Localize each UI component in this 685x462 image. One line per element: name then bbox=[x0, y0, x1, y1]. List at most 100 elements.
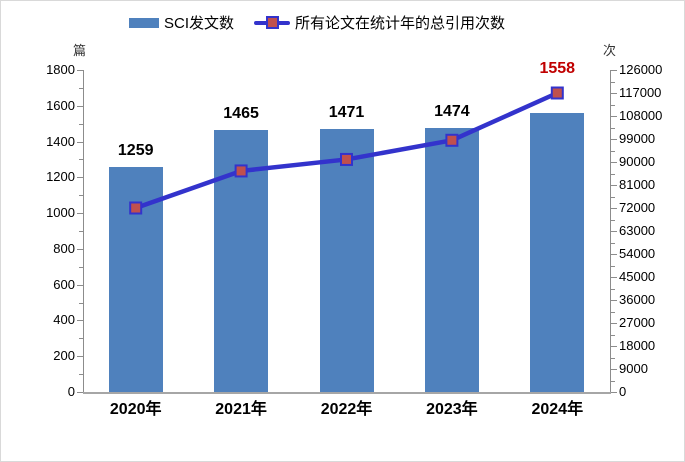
chart-legend: SCI发文数 所有论文在统计年的总引用次数 bbox=[129, 12, 505, 33]
left-axis-tick-label: 600 bbox=[53, 276, 75, 292]
legend-item-sci-publications: SCI发文数 bbox=[129, 12, 234, 33]
bar-data-label: 1259 bbox=[117, 141, 154, 159]
right-axis-tick bbox=[611, 300, 617, 301]
right-axis-tick bbox=[611, 254, 617, 255]
left-axis-tick bbox=[77, 284, 83, 286]
right-axis-tick bbox=[611, 173, 615, 175]
x-axis-category-label: 2024年 bbox=[531, 401, 584, 418]
left-axis-tick-label: 800 bbox=[53, 240, 75, 256]
left-axis-tick bbox=[79, 159, 83, 161]
right-axis-tick bbox=[611, 265, 615, 267]
right-axis-tick bbox=[611, 346, 617, 347]
legend-label: 所有论文在统计年的总引用次数 bbox=[295, 15, 506, 32]
right-axis-tick bbox=[611, 127, 615, 129]
right-axis-tick bbox=[611, 150, 615, 152]
left-axis-tick bbox=[79, 195, 83, 197]
bar-data-label: 1465 bbox=[223, 104, 259, 122]
right-axis-tick bbox=[611, 196, 615, 198]
right-axis-tick bbox=[611, 116, 617, 117]
right-axis-unit-label: 次 bbox=[603, 43, 617, 58]
left-axis-tick-label: 1600 bbox=[46, 97, 75, 113]
legend-label: SCI发文数 bbox=[164, 15, 235, 32]
left-axis-tick bbox=[77, 248, 83, 250]
bar-sci-publications bbox=[424, 128, 479, 392]
right-axis-tick-label: 117000 bbox=[619, 85, 662, 100]
left-axis-tick bbox=[77, 392, 83, 393]
right-axis-tick bbox=[611, 104, 615, 106]
left-axis-line bbox=[83, 70, 84, 392]
bar-sci-publications bbox=[108, 166, 163, 392]
left-axis-tick bbox=[79, 374, 83, 376]
right-axis-tick-label: 0 bbox=[619, 384, 627, 399]
line-marker-swatch-icon bbox=[254, 16, 291, 29]
bar-sci-publications bbox=[319, 128, 374, 392]
right-axis-tick bbox=[611, 208, 617, 209]
bar-sci-publications bbox=[214, 129, 269, 392]
citations-marker bbox=[550, 86, 564, 100]
left-axis-tick bbox=[77, 105, 83, 107]
bar-data-label: 1474 bbox=[434, 103, 470, 121]
right-axis-tick bbox=[611, 93, 617, 94]
x-axis-category-label: 2020年 bbox=[109, 401, 162, 418]
right-axis-tick bbox=[611, 323, 617, 324]
left-axis-tick-label: 400 bbox=[53, 312, 75, 328]
left-axis-tick bbox=[77, 356, 83, 358]
left-axis-unit-label: 篇 bbox=[73, 43, 87, 58]
left-axis-tick bbox=[77, 70, 83, 71]
left-axis-tick bbox=[79, 302, 83, 304]
right-axis-tick-label: 72000 bbox=[619, 200, 656, 215]
x-axis-category-label: 2023年 bbox=[426, 401, 478, 418]
left-axis-tick-label: 1400 bbox=[46, 133, 75, 149]
right-axis-tick bbox=[611, 288, 615, 290]
left-axis-tick-label: 0 bbox=[67, 384, 75, 399]
right-axis-tick bbox=[611, 242, 615, 244]
right-axis-tick bbox=[611, 392, 617, 393]
right-axis-tick bbox=[611, 357, 615, 359]
right-axis-tick bbox=[611, 81, 615, 83]
right-axis-tick bbox=[611, 219, 615, 221]
right-axis-tick-label: 108000 bbox=[619, 108, 663, 123]
right-axis-tick bbox=[611, 70, 617, 71]
right-axis-tick bbox=[611, 334, 615, 336]
left-axis-tick bbox=[79, 231, 83, 232]
left-axis-tick bbox=[79, 87, 83, 89]
right-axis-tick-label: 81000 bbox=[619, 177, 656, 192]
left-axis-tick bbox=[79, 266, 83, 268]
right-axis-tick bbox=[611, 231, 617, 232]
right-axis-tick-label: 18000 bbox=[619, 338, 656, 353]
bar-data-label: 1471 bbox=[328, 103, 365, 121]
bar-sci-publications bbox=[530, 113, 585, 392]
left-axis-tick bbox=[77, 213, 83, 215]
right-axis-tick-label: 99000 bbox=[619, 131, 656, 146]
x-axis-baseline bbox=[83, 392, 611, 394]
right-axis-tick-label: 45000 bbox=[619, 269, 656, 284]
right-axis-tick bbox=[611, 162, 617, 163]
left-axis-tick bbox=[77, 141, 83, 143]
right-axis-tick-label: 63000 bbox=[619, 223, 656, 238]
right-axis-tick bbox=[611, 277, 617, 278]
legend-item-total-citations: 所有论文在统计年的总引用次数 bbox=[254, 12, 505, 33]
right-axis-tick bbox=[611, 311, 615, 313]
left-axis-tick bbox=[77, 320, 83, 322]
left-axis-tick-label: 200 bbox=[53, 348, 75, 364]
right-axis-tick bbox=[611, 185, 617, 186]
bar-swatch-icon bbox=[129, 17, 159, 28]
left-axis-tick-label: 1000 bbox=[46, 205, 75, 221]
left-axis-tick-label: 1200 bbox=[46, 169, 75, 185]
right-axis-tick-label: 90000 bbox=[619, 154, 656, 169]
left-axis-tick bbox=[79, 338, 83, 340]
right-axis-tick-label: 27000 bbox=[619, 315, 656, 330]
bar-data-label: 1558 bbox=[539, 60, 576, 77]
left-axis-tick bbox=[77, 177, 83, 179]
left-axis-tick bbox=[79, 123, 83, 125]
x-axis-category-label: 2021年 bbox=[215, 401, 267, 418]
right-axis-tick bbox=[611, 369, 617, 370]
right-axis-tick bbox=[611, 139, 617, 140]
right-axis-line bbox=[610, 70, 611, 392]
left-axis-tick-label: 1800 bbox=[46, 62, 75, 77]
right-axis-tick-label: 54000 bbox=[619, 246, 656, 261]
right-axis-tick-label: 9000 bbox=[619, 361, 648, 376]
x-axis-category-label: 2022年 bbox=[320, 401, 373, 418]
right-axis-tick bbox=[611, 380, 615, 382]
